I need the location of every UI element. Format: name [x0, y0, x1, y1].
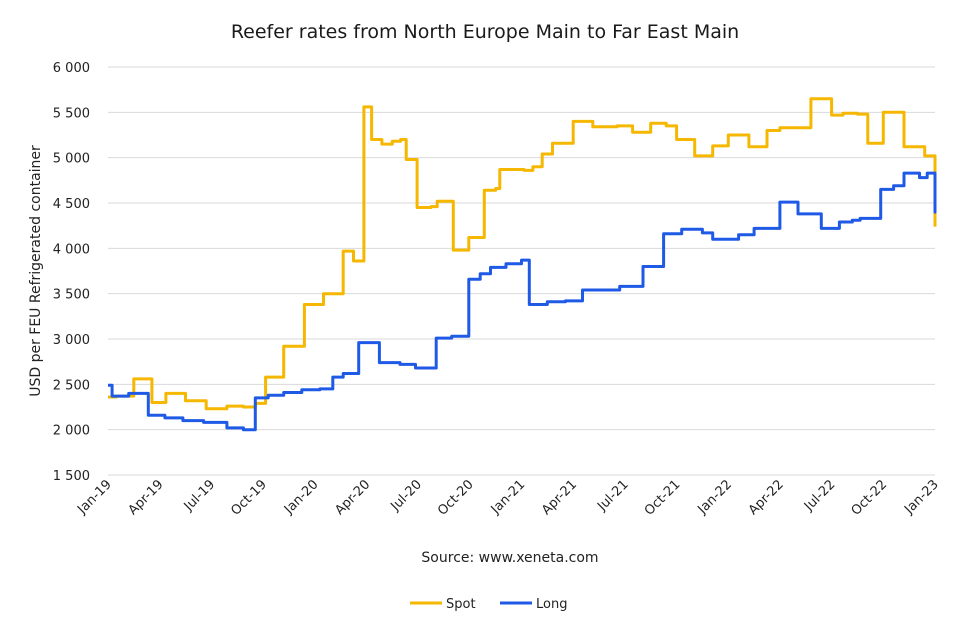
- series-line-long: [108, 171, 937, 432]
- x-tick-label: Oct-22: [849, 477, 891, 519]
- y-tick-label: 3 000: [53, 333, 90, 348]
- y-tick-label: 4 000: [53, 242, 90, 257]
- y-tick-label: 5 500: [53, 106, 90, 121]
- x-tick-label: Apr-22: [746, 477, 787, 518]
- x-tick-label: Jan-20: [281, 477, 322, 518]
- x-tick-label: Oct-20: [435, 477, 477, 519]
- x-tick-label: Oct-19: [228, 477, 270, 519]
- x-tick-label: Apr-20: [332, 477, 373, 518]
- x-tick-label: Jan-23: [901, 477, 942, 518]
- y-tick-label: 5 000: [53, 152, 90, 167]
- y-tick-label: 3 500: [53, 288, 90, 303]
- legend: Spot Long: [410, 597, 567, 612]
- legend-label-spot: Spot: [446, 597, 476, 612]
- chart-title: Reefer rates from North Europe Main to F…: [231, 21, 739, 43]
- y-axis-label: USD per FEU Refrigerated container: [28, 145, 44, 397]
- y-axis-ticks: 1 500 2 000 2 500 3 000 3 500 4 000 4 500 5 000…: [53, 61, 90, 484]
- series-line-spot: [108, 97, 937, 411]
- x-tick-label: Jul-19: [181, 477, 218, 514]
- y-tick-label: 1 500: [53, 469, 90, 484]
- series-lines: [108, 97, 937, 432]
- x-tick-label: Apr-19: [126, 477, 167, 518]
- x-tick-label: Jul-20: [388, 477, 425, 514]
- y-tick-label: 2 500: [53, 378, 90, 393]
- x-axis-ticks: Jan-19 Apr-19 Jul-19 Oct-19 Jan-20 Apr-20 Jul-…: [74, 477, 942, 519]
- x-tick-label: Apr-21: [539, 477, 580, 518]
- y-tick-label: 6 000: [53, 61, 90, 76]
- y-tick-label: 2 000: [53, 424, 90, 439]
- y-tick-label: 4 500: [53, 197, 90, 212]
- x-tick-label: Jan-22: [695, 477, 736, 518]
- x-tick-label: Jul-22: [801, 477, 838, 514]
- x-tick-label: Jan-21: [488, 477, 529, 518]
- x-tick-label: Oct-21: [642, 477, 684, 519]
- legend-label-long: Long: [536, 597, 567, 612]
- x-tick-label: Jul-21: [594, 477, 631, 514]
- source-note: Source: www.xeneta.com: [421, 550, 598, 566]
